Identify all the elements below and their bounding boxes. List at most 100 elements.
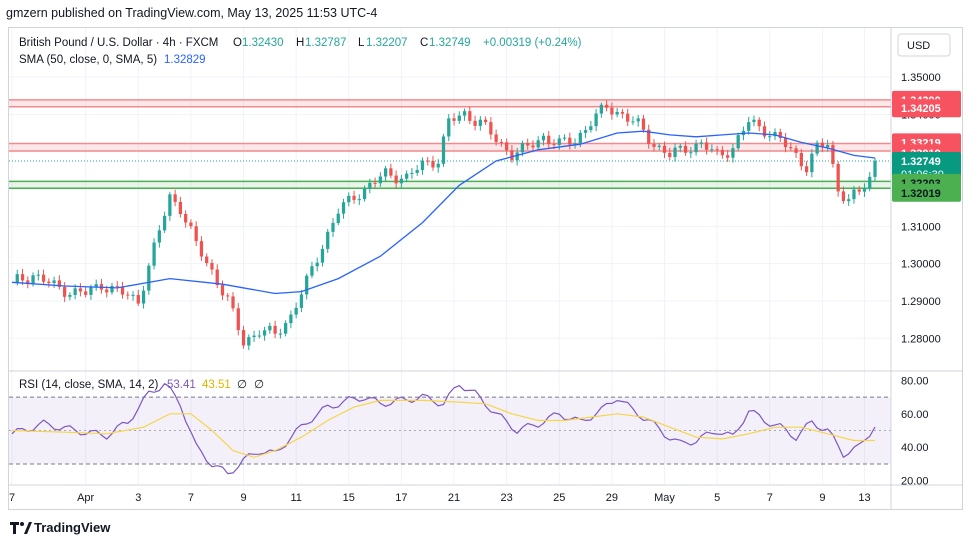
legend-rsi-empty-1: ∅	[237, 379, 247, 391]
candle-body	[636, 118, 640, 122]
candle-body	[157, 230, 161, 243]
candle-body	[194, 226, 198, 242]
candle-body	[599, 104, 603, 114]
candle-body	[426, 160, 430, 162]
candle-body	[215, 269, 219, 286]
rsi-tick-label: 80.00	[901, 375, 929, 387]
candle-body	[652, 143, 656, 147]
grid	[9, 28, 891, 484]
rsi-tick-label: 20.00	[901, 476, 929, 488]
zone-label-bottom-1-bg	[892, 99, 961, 118]
candle-body	[657, 145, 661, 147]
candle-body	[115, 285, 119, 287]
candle-body	[162, 215, 167, 231]
candle-body	[757, 119, 761, 127]
candle-body	[594, 113, 598, 127]
candle-body	[383, 168, 388, 177]
candle-body	[373, 182, 377, 184]
candle-body	[699, 142, 703, 144]
candle-body	[278, 333, 283, 335]
candle-body	[768, 136, 772, 138]
candle-body	[557, 138, 561, 145]
candle-body	[489, 122, 493, 135]
price-zones	[9, 99, 891, 190]
footer-brand[interactable]: TradingView	[10, 520, 110, 535]
candle-body	[362, 188, 367, 200]
candle-body	[620, 111, 625, 114]
candle-body	[210, 263, 214, 270]
candle-body	[220, 285, 225, 296]
candle-body	[778, 131, 782, 139]
candle-body	[689, 152, 693, 154]
candle-body	[794, 148, 798, 153]
candle-body	[841, 191, 846, 202]
chart-svg[interactable]: 1.350001.340001.330001.320001.310001.300…	[9, 28, 962, 509]
candle-body	[173, 194, 177, 202]
candle-body	[520, 143, 525, 153]
candle-body	[647, 129, 651, 144]
candle-body	[399, 178, 404, 184]
candle-body	[120, 286, 125, 295]
candle-body	[610, 107, 614, 115]
candle-body	[168, 194, 172, 216]
candle-body	[52, 280, 56, 284]
chart-container[interactable]: 1.350001.340001.330001.320001.310001.300…	[8, 27, 963, 510]
candle-body	[394, 175, 398, 184]
currency-button[interactable]	[897, 33, 951, 57]
candle-body	[826, 145, 830, 148]
candle-body	[284, 323, 288, 334]
candle-body	[352, 195, 356, 200]
price-tick-label: 1.28000	[901, 333, 941, 345]
candle-body	[662, 145, 667, 153]
legend-high-label: H	[296, 37, 304, 49]
candle-body	[536, 140, 540, 148]
candle-body	[36, 274, 40, 276]
candle-body	[368, 182, 372, 189]
candle-body	[704, 142, 709, 150]
candle-body	[15, 274, 19, 283]
candle-body	[20, 274, 25, 281]
candle-body	[505, 142, 509, 151]
time-tick-label: 9	[819, 492, 825, 504]
time-tick-label: 25	[553, 492, 565, 504]
candle-body	[673, 147, 677, 158]
candle-body	[294, 307, 298, 315]
candle-body	[857, 189, 861, 192]
candle-body	[62, 286, 67, 297]
candle-body	[68, 294, 72, 297]
candles	[15, 100, 877, 351]
candle-body	[268, 325, 272, 331]
candle-body	[141, 290, 146, 304]
candle-body	[147, 265, 151, 291]
candle-body	[47, 281, 51, 284]
candle-body	[726, 155, 730, 158]
candle-body	[478, 119, 482, 126]
footer-brand-name: TradingView	[34, 520, 111, 535]
time-tick-label: 3	[135, 492, 141, 504]
candle-body	[483, 119, 488, 123]
candle-body	[231, 296, 235, 309]
candle-body	[836, 163, 840, 192]
price-labels: 1.343901.342051.332191.330191.3274901:06…	[892, 90, 961, 202]
zone-label-bottom-1: 1.34205	[901, 103, 941, 115]
candle-body	[820, 142, 825, 148]
candle-body	[247, 337, 251, 346]
legend-open: 1.32430	[242, 37, 284, 49]
candle-body	[783, 138, 788, 148]
price-tick-label: 1.35000	[901, 72, 941, 84]
candle-body	[631, 121, 635, 123]
candle-body	[105, 289, 109, 293]
candle-body	[862, 188, 867, 192]
candle-body	[341, 202, 346, 214]
candle-body	[415, 170, 419, 173]
candle-body	[678, 145, 682, 148]
legend-high: 1.32787	[305, 37, 347, 49]
candle-body	[357, 199, 361, 201]
candle-body	[531, 145, 535, 148]
candle-body	[315, 262, 319, 267]
candle-body	[299, 294, 304, 308]
candle-body	[331, 222, 335, 232]
candle-body	[499, 142, 504, 144]
candle-body	[526, 143, 530, 146]
